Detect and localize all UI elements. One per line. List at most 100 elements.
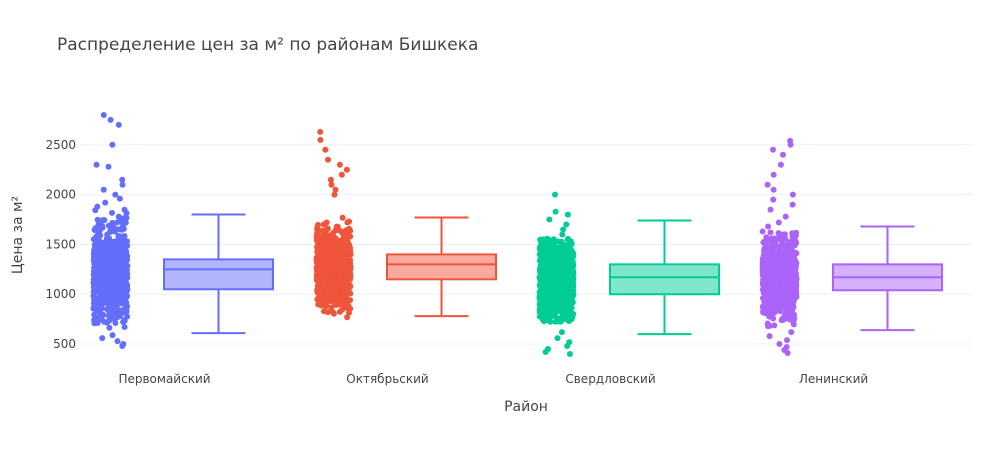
outlier-point [564,211,571,218]
data-point [766,294,773,301]
data-point [342,283,349,290]
data-point [570,283,577,290]
data-point [313,274,320,281]
data-point [541,291,548,298]
outlier-point [789,191,796,198]
data-point [325,250,332,257]
outlier-point [787,137,794,144]
data-point [109,209,115,216]
data-point [563,316,570,323]
data-point [766,283,773,290]
data-point [99,289,106,295]
outlier-point [325,156,331,163]
data-point [90,288,97,295]
data-point [323,261,330,267]
data-point [792,292,799,299]
data-point [339,237,346,244]
y-tick-label: 2500 [45,138,76,152]
data-point [124,238,130,245]
data-point [99,274,106,281]
data-point [113,296,120,303]
data-point [332,290,339,297]
outlier-point [94,203,101,210]
data-point [327,284,334,291]
x-axis-ticks: Первомайский Октябрьский Свердловский Ленин… [118,372,868,386]
data-point [114,219,121,226]
data-point [119,223,126,230]
data-point [777,235,784,242]
data-point [317,239,324,246]
data-point [793,263,799,270]
data-point [780,316,787,323]
data-point [344,314,351,321]
outlier-point [332,186,339,193]
y-axis-ticks: 500 1000 1500 2000 2500 [45,138,76,351]
y-axis-label: Цена за м² [10,196,26,274]
x-tick-label: Октябрьский [346,372,428,386]
data-point [536,293,543,300]
data-point [98,249,105,256]
data-point [322,244,328,251]
data-point [342,267,349,274]
data-point [346,309,352,316]
data-point [107,308,114,315]
data-point [547,318,554,325]
outlier-point [93,161,100,168]
data-point [123,306,130,313]
data-point [791,273,798,280]
data-point [786,293,793,300]
data-point [781,231,788,238]
data-point [546,287,553,294]
outlier-point [343,166,350,173]
data-point [770,274,777,281]
data-point [541,304,548,311]
data-point [537,236,544,243]
data-point [90,293,97,300]
outlier-point [102,199,109,206]
data-point [770,315,777,322]
data-point [121,206,128,213]
data-point [333,246,340,253]
outlier-point [107,116,114,123]
outlier-point [554,335,561,342]
data-point [332,281,339,288]
data-point [762,258,768,265]
data-point [568,246,575,253]
data-point [111,228,118,235]
box-group-1 [90,112,274,349]
outlier-point [99,335,106,342]
data-point [105,222,112,229]
data-point [123,249,129,256]
data-point [98,269,105,276]
data-point [771,268,778,275]
data-point [566,288,573,295]
data-point [121,317,128,324]
outlier-point [559,231,566,238]
outlier-point [777,161,784,168]
data-point [564,236,571,243]
data-point [553,314,560,321]
iqr-box [163,258,274,291]
outlier-point [770,196,777,203]
x-axis-label: Район [504,399,548,415]
data-point [112,251,119,258]
data-point [568,312,575,319]
y-tick-label: 1500 [45,237,76,251]
data-point [547,274,554,281]
data-point [318,264,325,271]
data-point [328,242,335,249]
data-point [99,217,106,224]
data-point [561,284,568,291]
data-point [772,253,779,260]
data-point [544,235,551,242]
data-point [789,233,796,240]
data-point [105,318,112,325]
data-point [111,242,118,249]
outlier-point [764,181,771,188]
data-point [569,266,576,272]
data-point [94,320,101,326]
outlier-point [782,213,789,220]
data-point [552,318,559,325]
data-point [330,310,337,317]
data-point [761,249,768,256]
